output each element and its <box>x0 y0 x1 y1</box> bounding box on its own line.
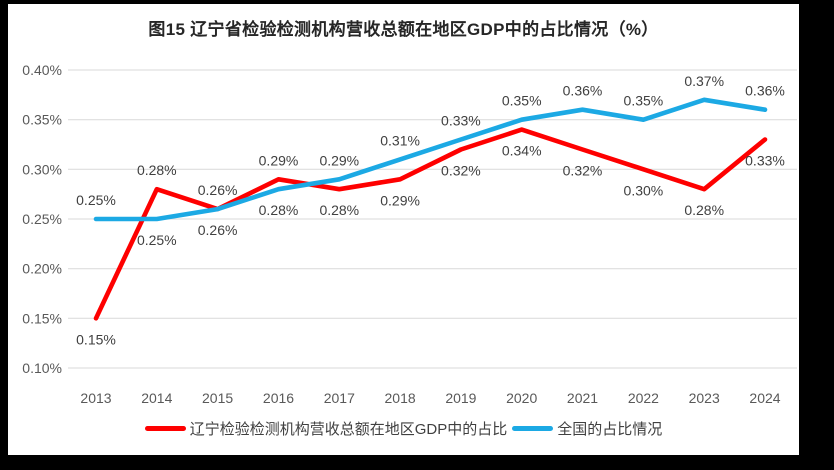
y-axis-tick-label: 0.30% <box>22 161 62 177</box>
data-label: 0.29% <box>319 152 359 168</box>
y-axis-tick-label: 0.25% <box>22 211 62 227</box>
data-label: 0.15% <box>76 331 116 347</box>
data-label: 0.33% <box>745 153 785 169</box>
data-label: 0.36% <box>745 83 785 99</box>
legend-item-national: 全国的占比情况 <box>512 418 662 439</box>
data-label: 0.32% <box>441 163 481 179</box>
y-axis-tick-label: 0.35% <box>22 112 62 128</box>
y-axis-tick-label: 0.40% <box>22 62 62 78</box>
data-label: 0.29% <box>380 192 420 208</box>
data-label: 0.28% <box>684 202 724 218</box>
x-axis-tick-label: 2021 <box>567 390 598 406</box>
data-label: 0.32% <box>563 163 603 179</box>
legend-red-line-swatch <box>144 426 186 431</box>
x-axis-tick-label: 2019 <box>445 390 476 406</box>
legend-label-national: 全国的占比情况 <box>557 421 663 438</box>
y-axis-tick-label: 0.10% <box>22 360 62 376</box>
chart-title: 图15 辽宁省检验检测机构营收总额在地区GDP中的占比情况（%） <box>148 20 659 39</box>
x-axis-tick-label: 2016 <box>263 390 294 406</box>
data-label: 0.33% <box>441 113 481 129</box>
data-label: 0.25% <box>76 192 116 208</box>
line-chart-canvas: 0.40% 0.35% 0.30% 0.25% 0.20% 0.15% 0.10% 2013 2… <box>22 62 797 406</box>
data-label: 0.37% <box>684 73 724 89</box>
data-label: 0.35% <box>502 93 542 109</box>
chart-page: 0.40% 0.35% 0.30% 0.25% 0.20% 0.15% 0.10% 2013 2… <box>8 4 799 455</box>
x-axis-tick-label: 2013 <box>80 390 111 406</box>
legend-item-liaoning: 辽宁检验检测机构营收总额在地区GDP中的占比 <box>144 418 508 439</box>
data-label: 0.26% <box>198 182 238 198</box>
x-axis-tick-label: 2022 <box>628 390 659 406</box>
data-label: 0.28% <box>137 162 177 178</box>
data-label: 0.28% <box>319 202 359 218</box>
data-label: 0.25% <box>137 232 177 248</box>
data-label: 0.28% <box>259 202 299 218</box>
data-label: 0.31% <box>380 132 420 148</box>
x-axis-tick-label: 2017 <box>324 390 355 406</box>
x-axis-tick-label: 2024 <box>749 390 780 406</box>
data-label: 0.29% <box>259 152 299 168</box>
data-label: 0.36% <box>563 83 603 99</box>
series-line-national <box>93 97 768 222</box>
x-axis-tick-label: 2023 <box>689 390 720 406</box>
x-axis-tick-label: 2015 <box>202 390 233 406</box>
series-line-liaoning <box>93 127 768 321</box>
y-axis-tick-label: 0.15% <box>22 310 62 326</box>
legend-blue-line-swatch <box>512 426 554 431</box>
y-axis-tick-label: 0.20% <box>22 261 62 277</box>
x-axis-tick-label: 2020 <box>506 390 537 406</box>
data-label: 0.30% <box>624 182 664 198</box>
x-axis-tick-label: 2018 <box>385 390 416 406</box>
data-label: 0.34% <box>502 143 542 159</box>
data-label: 0.26% <box>198 222 238 238</box>
x-axis-tick-label: 2014 <box>141 390 172 406</box>
data-label: 0.35% <box>624 93 664 109</box>
legend-label-liaoning: 辽宁检验检测机构营收总额在地区GDP中的占比 <box>189 421 508 438</box>
chart-legend: 辽宁检验检测机构营收总额在地区GDP中的占比 全国的占比情况 <box>8 418 799 439</box>
